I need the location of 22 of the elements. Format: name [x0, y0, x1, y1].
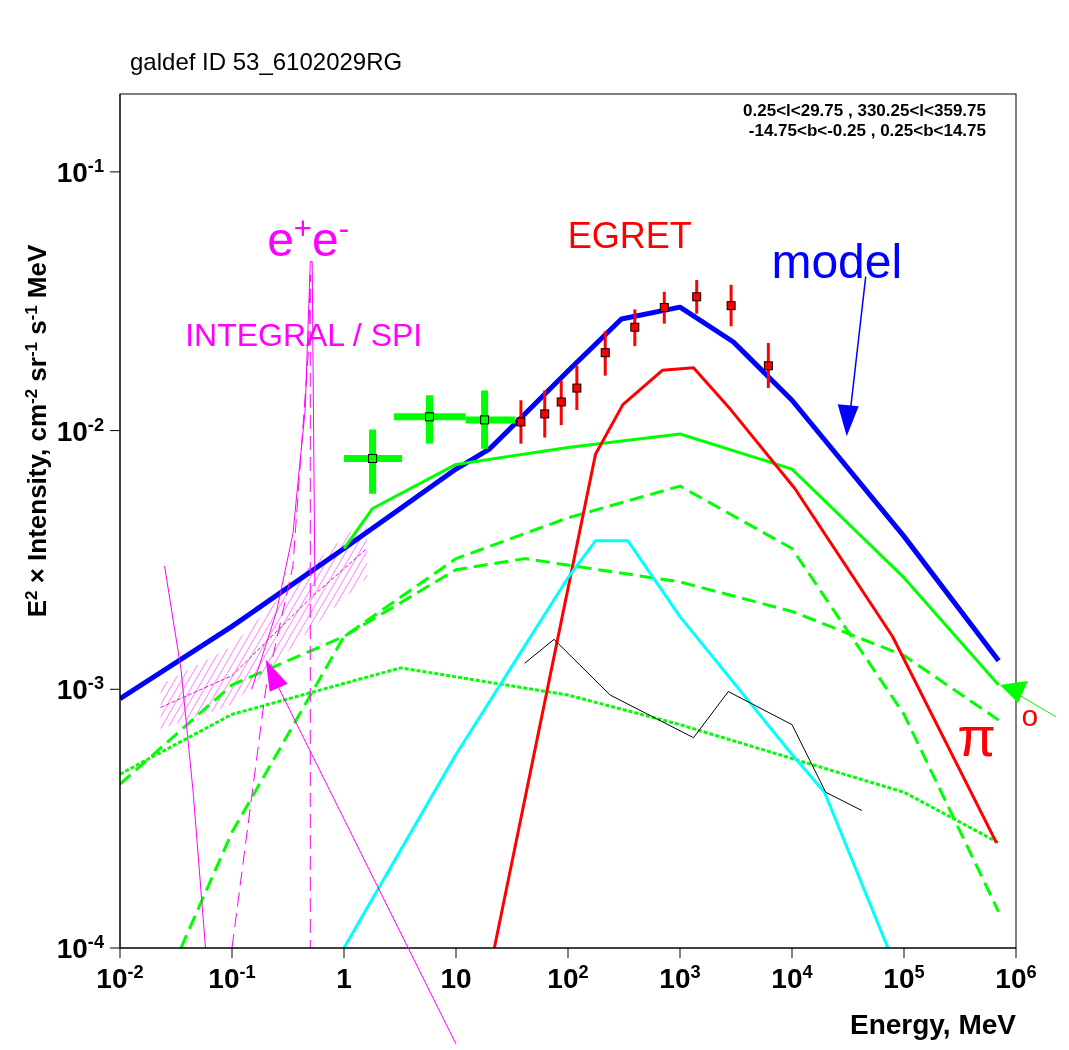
- annotation: -14.75<b<-0.25 , 0.25<b<14.75: [748, 121, 986, 140]
- x-tick-label: 10$^{5}$: [883, 962, 925, 994]
- x-tick-label: 10: [440, 963, 472, 994]
- y-tick-label: 10$^{-3}$: [56, 673, 104, 706]
- x-tick-label: 10$^{6}$: [995, 962, 1037, 994]
- text: o: [1021, 698, 1039, 732]
- x-tick-label: 10$^{3}$: [659, 962, 701, 994]
- annotation: π: [957, 704, 996, 768]
- annotation: e$^{+}$e$^{-}$: [267, 210, 350, 267]
- x-tick-label: 10$^{2}$: [547, 962, 589, 994]
- annotation: model: [771, 234, 903, 288]
- y-tick-label: 10$^{-2}$: [56, 414, 104, 447]
- x-tick-label: 10$^{-2}$: [96, 962, 144, 994]
- x-tick-label: 1: [336, 963, 352, 994]
- y-tick-label: 10$^{-1}$: [56, 155, 104, 188]
- chart-title: galdef ID 53_6102029RG: [130, 48, 403, 75]
- annotation: 0.25<l<29.75 , 330.25<l<359.75: [743, 101, 986, 120]
- x-tick-label: 10$^{4}$: [771, 962, 814, 994]
- y-tick-label: 10$^{-4}$: [56, 932, 105, 964]
- annotation: EGRET: [567, 214, 692, 256]
- x-tick-label: 10$^{-1}$: [208, 962, 256, 994]
- x-axis-title: Energy, MeV: [850, 1009, 1017, 1040]
